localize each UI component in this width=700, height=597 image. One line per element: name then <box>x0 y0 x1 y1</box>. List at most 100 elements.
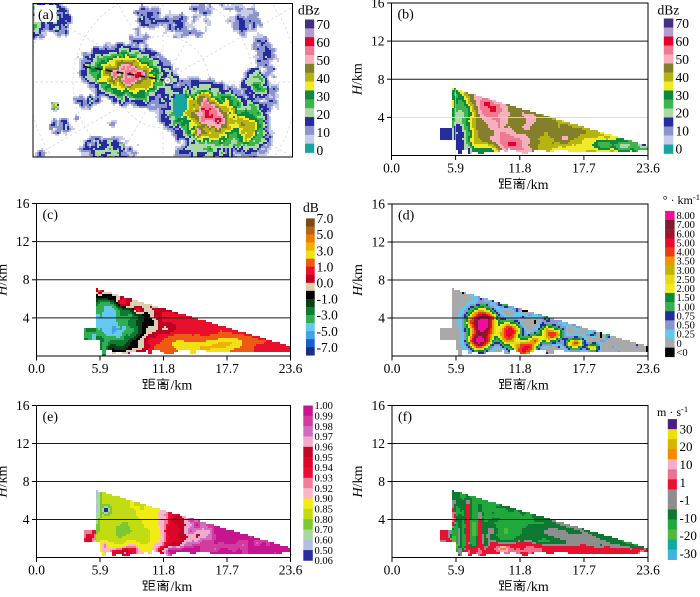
svg-text:0.75: 0.75 <box>677 311 695 322</box>
svg-text:8.00: 8.00 <box>677 211 695 222</box>
svg-text:20: 20 <box>317 107 331 122</box>
svg-text:0.98: 0.98 <box>315 422 333 433</box>
svg-text:30: 30 <box>680 421 693 436</box>
svg-text:1.00: 1.00 <box>677 302 695 313</box>
svg-text:1.0: 1.0 <box>317 259 334 274</box>
svg-text:0.93: 0.93 <box>315 474 333 485</box>
svg-text:0.96: 0.96 <box>315 443 333 454</box>
svg-text:20: 20 <box>676 106 690 121</box>
svg-text:17.7: 17.7 <box>572 361 596 376</box>
svg-text:0.0: 0.0 <box>384 563 401 578</box>
svg-text:0: 0 <box>676 142 683 157</box>
svg-text:2.50: 2.50 <box>677 275 695 286</box>
svg-text:/km: /km <box>527 379 549 394</box>
svg-text:-5.0: -5.0 <box>317 324 339 339</box>
svg-text:-1: -1 <box>680 493 691 508</box>
svg-text:17.7: 17.7 <box>572 161 596 176</box>
svg-text:5.9: 5.9 <box>448 361 465 376</box>
svg-text:(d): (d) <box>398 209 415 224</box>
svg-text:60: 60 <box>676 34 690 49</box>
svg-text:30: 30 <box>676 88 690 103</box>
svg-text:16: 16 <box>16 398 30 413</box>
svg-text:0.0: 0.0 <box>383 161 400 176</box>
svg-text:-20: -20 <box>680 528 697 543</box>
svg-text:40: 40 <box>317 71 331 86</box>
svg-text:-30: -30 <box>680 546 697 561</box>
svg-text:8: 8 <box>23 474 30 489</box>
svg-text:6.00: 6.00 <box>677 229 695 240</box>
svg-text:20: 20 <box>680 439 693 454</box>
svg-text:4: 4 <box>378 512 385 527</box>
svg-text:0.50: 0.50 <box>315 546 333 557</box>
svg-text:/km: /km <box>527 580 549 592</box>
svg-text:23.6: 23.6 <box>279 563 303 578</box>
svg-text:/km: /km <box>171 580 193 592</box>
svg-text:0.0: 0.0 <box>28 563 45 578</box>
svg-text:12: 12 <box>16 436 30 451</box>
svg-text:0.25: 0.25 <box>677 330 695 341</box>
svg-text:m · s-1: m · s-1 <box>657 404 688 419</box>
svg-text:8: 8 <box>378 273 385 288</box>
svg-text:17.7: 17.7 <box>215 361 239 376</box>
svg-text:H/km: H/km <box>0 264 11 297</box>
svg-text:17.7: 17.7 <box>572 563 596 578</box>
svg-text:4.00: 4.00 <box>677 248 695 259</box>
svg-text:3.0: 3.0 <box>317 243 334 258</box>
svg-text:17.7: 17.7 <box>215 563 239 578</box>
svg-text:11.8: 11.8 <box>508 361 531 376</box>
svg-text:0.0: 0.0 <box>28 361 45 376</box>
svg-text:5.0: 5.0 <box>317 227 334 242</box>
svg-text:11.8: 11.8 <box>508 161 531 176</box>
svg-text:12: 12 <box>16 234 30 249</box>
svg-text:23.6: 23.6 <box>636 563 660 578</box>
svg-text:40: 40 <box>676 70 690 85</box>
svg-text:/km: /km <box>171 379 193 394</box>
svg-text:0.97: 0.97 <box>315 432 333 443</box>
svg-text:H/km: H/km <box>351 63 366 96</box>
svg-text:1.50: 1.50 <box>677 293 695 304</box>
svg-text:70: 70 <box>676 16 690 31</box>
svg-text:30: 30 <box>317 89 331 104</box>
svg-text:3.50: 3.50 <box>677 257 695 268</box>
svg-text:0.85: 0.85 <box>315 505 333 516</box>
svg-text:dB: dB <box>303 200 319 215</box>
svg-text:(a): (a) <box>38 8 54 23</box>
svg-text:-10: -10 <box>680 510 697 525</box>
svg-text:0.06: 0.06 <box>315 556 333 567</box>
svg-text:16: 16 <box>16 196 30 211</box>
svg-text:(f): (f) <box>398 410 412 425</box>
svg-text:dBz: dBz <box>658 3 680 18</box>
svg-text:16: 16 <box>372 197 386 212</box>
svg-text:0.50: 0.50 <box>677 321 695 332</box>
svg-text:11.8: 11.8 <box>152 361 175 376</box>
svg-text:16: 16 <box>372 398 386 413</box>
svg-text:0.95: 0.95 <box>315 453 333 464</box>
svg-text:2.00: 2.00 <box>677 284 695 295</box>
svg-text:23.6: 23.6 <box>636 161 660 176</box>
svg-text:4: 4 <box>378 311 385 326</box>
svg-text:0.0: 0.0 <box>317 276 334 291</box>
svg-text:12: 12 <box>371 34 385 49</box>
svg-text:1: 1 <box>680 475 687 490</box>
svg-text:5.9: 5.9 <box>92 563 109 578</box>
svg-text:16: 16 <box>371 0 385 11</box>
svg-text:H/km: H/km <box>351 465 366 498</box>
svg-text:5.9: 5.9 <box>448 563 465 578</box>
svg-text:4: 4 <box>23 310 30 325</box>
svg-text:0.92: 0.92 <box>315 484 333 495</box>
svg-text:0.94: 0.94 <box>315 463 334 474</box>
svg-text:5.9: 5.9 <box>447 161 464 176</box>
svg-text:(b): (b) <box>398 8 415 23</box>
svg-text:(e): (e) <box>43 410 59 425</box>
svg-text:H/km: H/km <box>0 465 11 498</box>
svg-text:0: 0 <box>677 339 682 350</box>
svg-text:50: 50 <box>317 53 331 68</box>
svg-text:11.8: 11.8 <box>508 563 531 578</box>
svg-text:5.9: 5.9 <box>92 361 109 376</box>
svg-text:7.0: 7.0 <box>317 211 334 226</box>
svg-text:(c): (c) <box>43 208 59 223</box>
svg-text:° · km-1: ° · km-1 <box>663 192 700 207</box>
svg-text:4: 4 <box>23 512 30 527</box>
svg-text:-3.0: -3.0 <box>317 308 339 323</box>
svg-text:8: 8 <box>378 72 385 87</box>
